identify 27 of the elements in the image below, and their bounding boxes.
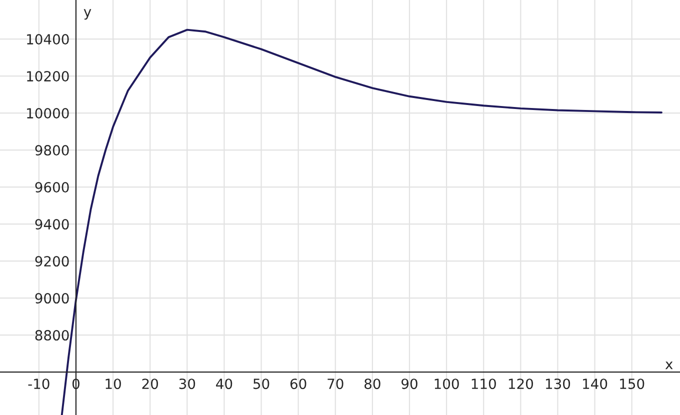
x-tick-label: 140 — [583, 378, 608, 390]
x-axis-title: x — [665, 362, 673, 370]
y-tick-label: 9600 — [35, 182, 69, 193]
y-tick-label: 9200 — [35, 256, 69, 267]
x-tick-label: 120 — [508, 378, 533, 390]
y-tick-label: 10000 — [27, 108, 69, 119]
x-tick-label: 30 — [179, 378, 196, 390]
x-tick-label: 150 — [620, 378, 644, 390]
x-tick-label: 90 — [402, 378, 418, 390]
x-tick-label: 60 — [290, 378, 306, 390]
y-tick-label: 10400 — [27, 34, 69, 45]
x-tick-label: 50 — [253, 378, 270, 390]
x-tick-label: 40 — [216, 378, 232, 390]
y-tick-label: 10200 — [27, 71, 69, 82]
x-tick-label: 80 — [364, 378, 380, 390]
x-tick-label: 110 — [472, 378, 496, 390]
x-tick-label: 20 — [142, 378, 158, 390]
x-tick-label: -10 — [28, 378, 50, 390]
y-tick-label: 9000 — [35, 293, 69, 304]
x-tick-label: 100 — [434, 378, 459, 390]
x-tick-label: 70 — [328, 378, 344, 390]
y-tick-label: 9400 — [35, 219, 69, 230]
x-tick-label: 10 — [106, 378, 121, 390]
y-axis-title: y — [84, 9, 92, 20]
y-tick-label: 8800 — [35, 330, 69, 341]
x-tick-label: 130 — [546, 378, 570, 390]
y-tick-label: 9800 — [35, 145, 69, 156]
